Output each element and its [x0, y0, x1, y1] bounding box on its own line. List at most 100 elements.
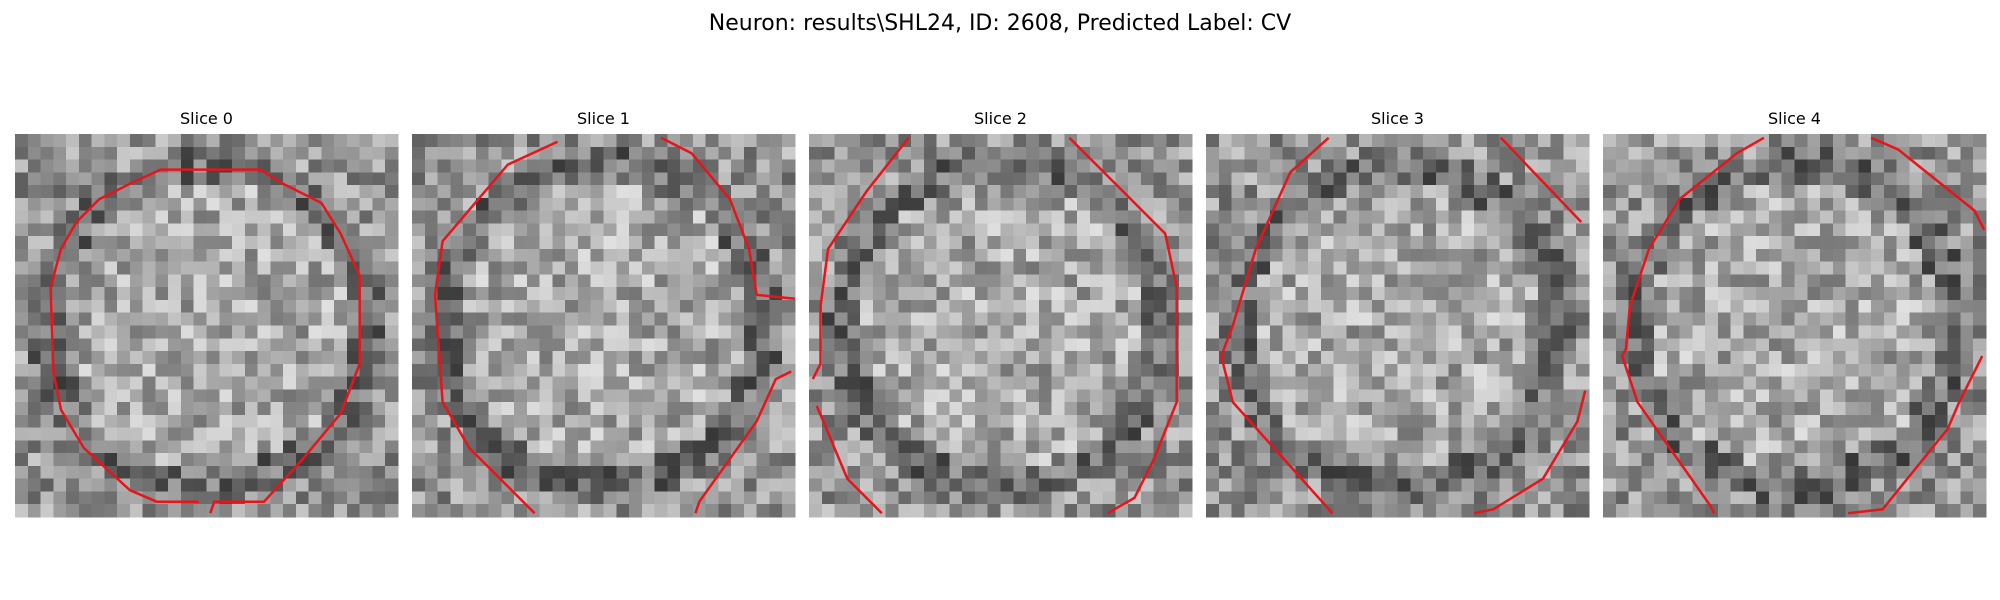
- pixel: [1679, 414, 1693, 429]
- pixel: [1537, 402, 1552, 416]
- pixel: [1346, 236, 1360, 250]
- pixel: [1423, 299, 1437, 314]
- pixel: [1269, 210, 1284, 224]
- pixel: [1013, 376, 1027, 390]
- pixel: [1909, 491, 1923, 505]
- pixel: [936, 223, 951, 237]
- pixel: [667, 389, 681, 403]
- pixel: [1461, 248, 1475, 263]
- pixel: [66, 465, 80, 480]
- pixel: [1756, 185, 1770, 199]
- pixel: [1628, 363, 1642, 378]
- pixel: [27, 172, 42, 186]
- pixel: [705, 236, 719, 250]
- pixel: [577, 453, 592, 467]
- pixel: [552, 491, 566, 505]
- pixel: [667, 299, 681, 314]
- pixel: [782, 414, 796, 429]
- pixel: [1563, 248, 1577, 263]
- pixel: [821, 210, 836, 224]
- pixel: [526, 440, 541, 454]
- pixel: [1883, 223, 1898, 237]
- pixel: [1346, 363, 1360, 378]
- pixel: [1781, 236, 1796, 250]
- pixel: [1371, 465, 1386, 480]
- pixel: [244, 236, 259, 250]
- pixel: [552, 299, 566, 314]
- pixel: [1679, 338, 1693, 352]
- pixel: [834, 427, 848, 441]
- pixel: [488, 299, 502, 314]
- pixel: [577, 478, 592, 493]
- pixel: [616, 325, 630, 339]
- pixel: [718, 236, 732, 250]
- pixel: [1206, 363, 1220, 378]
- pixel: [705, 363, 719, 378]
- pixel: [974, 210, 989, 224]
- pixel: [821, 465, 836, 480]
- pixel: [962, 172, 976, 186]
- pixel: [475, 440, 490, 454]
- pixel: [1423, 465, 1437, 480]
- pixel: [1794, 185, 1808, 199]
- pixel: [641, 402, 656, 416]
- pixel: [1717, 504, 1732, 518]
- pixel: [552, 440, 566, 454]
- pixel: [78, 478, 93, 493]
- pixel: [731, 274, 745, 288]
- pixel: [1896, 185, 1910, 199]
- pixel: [1333, 223, 1348, 237]
- pixel: [1128, 210, 1142, 224]
- pixel: [1461, 197, 1475, 212]
- pixel: [270, 389, 284, 403]
- pixel: [1909, 376, 1923, 390]
- pixel: [308, 363, 322, 378]
- pixel: [346, 402, 361, 416]
- pixel: [244, 274, 259, 288]
- pixel: [1909, 504, 1923, 518]
- pixel: [1320, 440, 1335, 454]
- pixel: [1244, 376, 1258, 390]
- pixel: [1832, 504, 1847, 518]
- pixel: [193, 146, 208, 161]
- pixel: [1231, 274, 1245, 288]
- pixel: [565, 402, 579, 416]
- pixel: [1013, 159, 1027, 173]
- pixel: [27, 197, 42, 212]
- pixel: [1576, 185, 1590, 199]
- pixel: [756, 491, 771, 505]
- pixel: [1883, 325, 1898, 339]
- pixel: [514, 376, 528, 390]
- pixel: [526, 363, 541, 378]
- pixel: [1410, 414, 1424, 429]
- pixel: [1038, 478, 1053, 493]
- pixel: [1692, 261, 1706, 276]
- pixel: [923, 261, 938, 276]
- pixel: [1448, 159, 1462, 173]
- pixel: [1922, 504, 1936, 518]
- pixel: [359, 504, 374, 518]
- pixel: [834, 414, 848, 429]
- pixel: [1423, 248, 1437, 263]
- pixel: [1679, 427, 1693, 441]
- pixel: [1013, 261, 1027, 276]
- pixel: [1820, 478, 1834, 493]
- pixel: [501, 363, 515, 378]
- pixel: [1089, 465, 1104, 480]
- pixel: [412, 185, 426, 199]
- pixel: [526, 287, 541, 301]
- pixel: [1308, 299, 1322, 314]
- pixel: [1692, 197, 1706, 212]
- pixel: [1705, 197, 1719, 212]
- pixel: [1026, 274, 1040, 288]
- pixel: [1871, 453, 1885, 467]
- pixel: [821, 172, 836, 186]
- pixel: [180, 478, 195, 493]
- pixel: [1654, 402, 1668, 416]
- pixel: [936, 414, 951, 429]
- pixel: [1397, 363, 1411, 378]
- pixel: [1550, 223, 1565, 237]
- pixel: [142, 363, 157, 378]
- pixel: [1537, 491, 1552, 505]
